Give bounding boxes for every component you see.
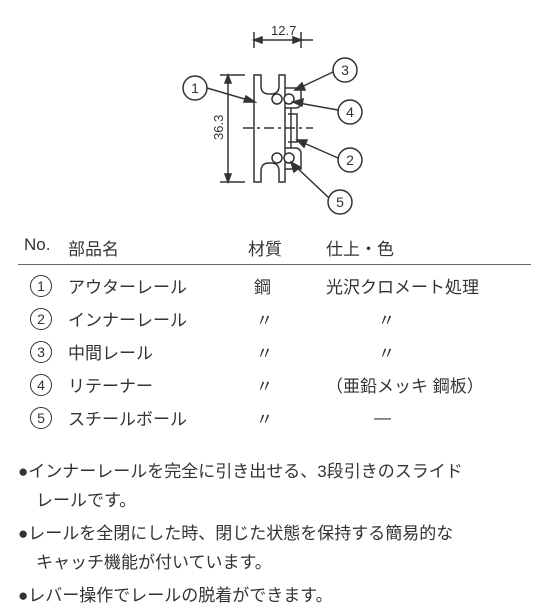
part-finish: 光沢クロメート処理 [326, 273, 531, 298]
height-dim: 36.3 [211, 115, 226, 140]
part-name: リテーナー [68, 372, 248, 397]
callout-1: 1 [191, 80, 199, 96]
part-finish: ― [326, 408, 531, 428]
part-finish: 〃 [326, 306, 531, 331]
part-material: 〃 [248, 372, 326, 397]
part-material: 鋼 [248, 273, 326, 298]
notes-area: ●インナーレールを完全に引き出せる、3段引きのスライド レールです。 ●レールを… [18, 458, 531, 610]
part-material: 〃 [248, 405, 326, 430]
table-row: 1 アウターレール 鋼 光沢クロメート処理 [18, 265, 531, 298]
width-dim: 12.7 [271, 23, 296, 38]
header-material: 材質 [248, 235, 326, 260]
note-1: ●インナーレールを完全に引き出せる、3段引きのスライド レールです。 [18, 458, 531, 516]
part-name: 中間レール [68, 339, 248, 364]
parts-table: No. 部品名 材質 仕上・色 1 アウターレール 鋼 光沢クロメート処理 2 … [18, 235, 531, 430]
header-finish: 仕上・色 [326, 235, 531, 260]
note-3: ●レバー操作でレールの脱着ができます。 [18, 582, 531, 610]
part-material: 〃 [248, 339, 326, 364]
table-row: 4 リテーナー 〃 （亜鉛メッキ 鋼板） [18, 364, 531, 397]
callout-4: 4 [346, 104, 354, 120]
row-num: 5 [30, 407, 52, 429]
callout-2: 2 [346, 152, 354, 168]
diagram-area: 12.7 36.3 1 [18, 20, 531, 220]
part-finish: （亜鉛メッキ 鋼板） [326, 372, 531, 397]
part-name: インナーレール [68, 306, 248, 331]
note-2: ●レールを全閉にした時、閉じた状態を保持する簡易的な キャッチ機能が付いています… [18, 520, 531, 578]
row-num: 3 [30, 341, 52, 363]
part-name: スチールボール [68, 405, 248, 430]
rail-cross-section-diagram: 12.7 36.3 1 [145, 20, 405, 220]
callout-3: 3 [341, 62, 349, 78]
part-finish: 〃 [326, 339, 531, 364]
table-row: 5 スチールボール 〃 ― [18, 397, 531, 430]
header-name: 部品名 [68, 235, 248, 260]
callout-5: 5 [336, 194, 344, 210]
row-num: 4 [30, 374, 52, 396]
table-row: 2 インナーレール 〃 〃 [18, 298, 531, 331]
header-no: No. [18, 235, 68, 260]
table-header-row: No. 部品名 材質 仕上・色 [18, 235, 531, 265]
row-num: 2 [30, 308, 52, 330]
part-name: アウターレール [68, 273, 248, 298]
part-material: 〃 [248, 306, 326, 331]
row-num: 1 [30, 275, 52, 297]
table-row: 3 中間レール 〃 〃 [18, 331, 531, 364]
